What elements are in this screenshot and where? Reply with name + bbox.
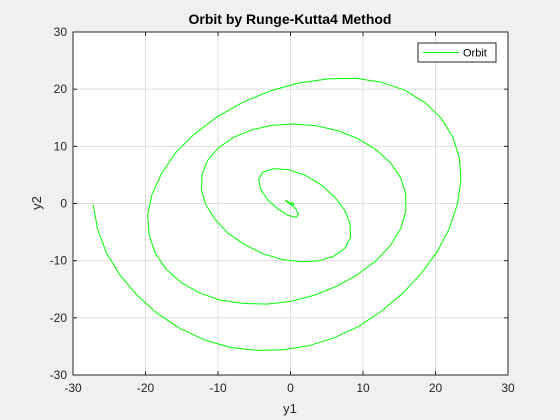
x-tick-label: -20: [137, 381, 155, 395]
x-tick-label: 0: [287, 381, 294, 395]
y-tick-label: -30: [50, 368, 68, 382]
y-axis-title: y2: [29, 196, 44, 210]
y-tick-label: 10: [54, 139, 68, 153]
series-layer: [92, 77, 462, 351]
x-axis-title: y1: [283, 401, 297, 416]
x-tick-label: 10: [356, 381, 370, 395]
y-tick-label: -10: [50, 254, 68, 268]
y-tick-label: 20: [54, 82, 68, 96]
y-tick-label: 30: [54, 25, 68, 39]
x-tick-label: 30: [501, 381, 515, 395]
legend-label-orbit: Orbit: [463, 48, 487, 60]
x-tick-label: -30: [64, 381, 82, 395]
legend: Orbit: [417, 42, 497, 63]
tick-marks: [72, 31, 509, 376]
x-tick-label: -10: [209, 381, 227, 395]
series-line-orbit: [92, 77, 462, 351]
y-tick-label: 0: [60, 197, 67, 211]
y-tick-label: -20: [50, 311, 68, 325]
chart-title: Orbit by Runge-Kutta4 Method: [189, 11, 392, 27]
x-tick-label: 20: [429, 381, 443, 395]
